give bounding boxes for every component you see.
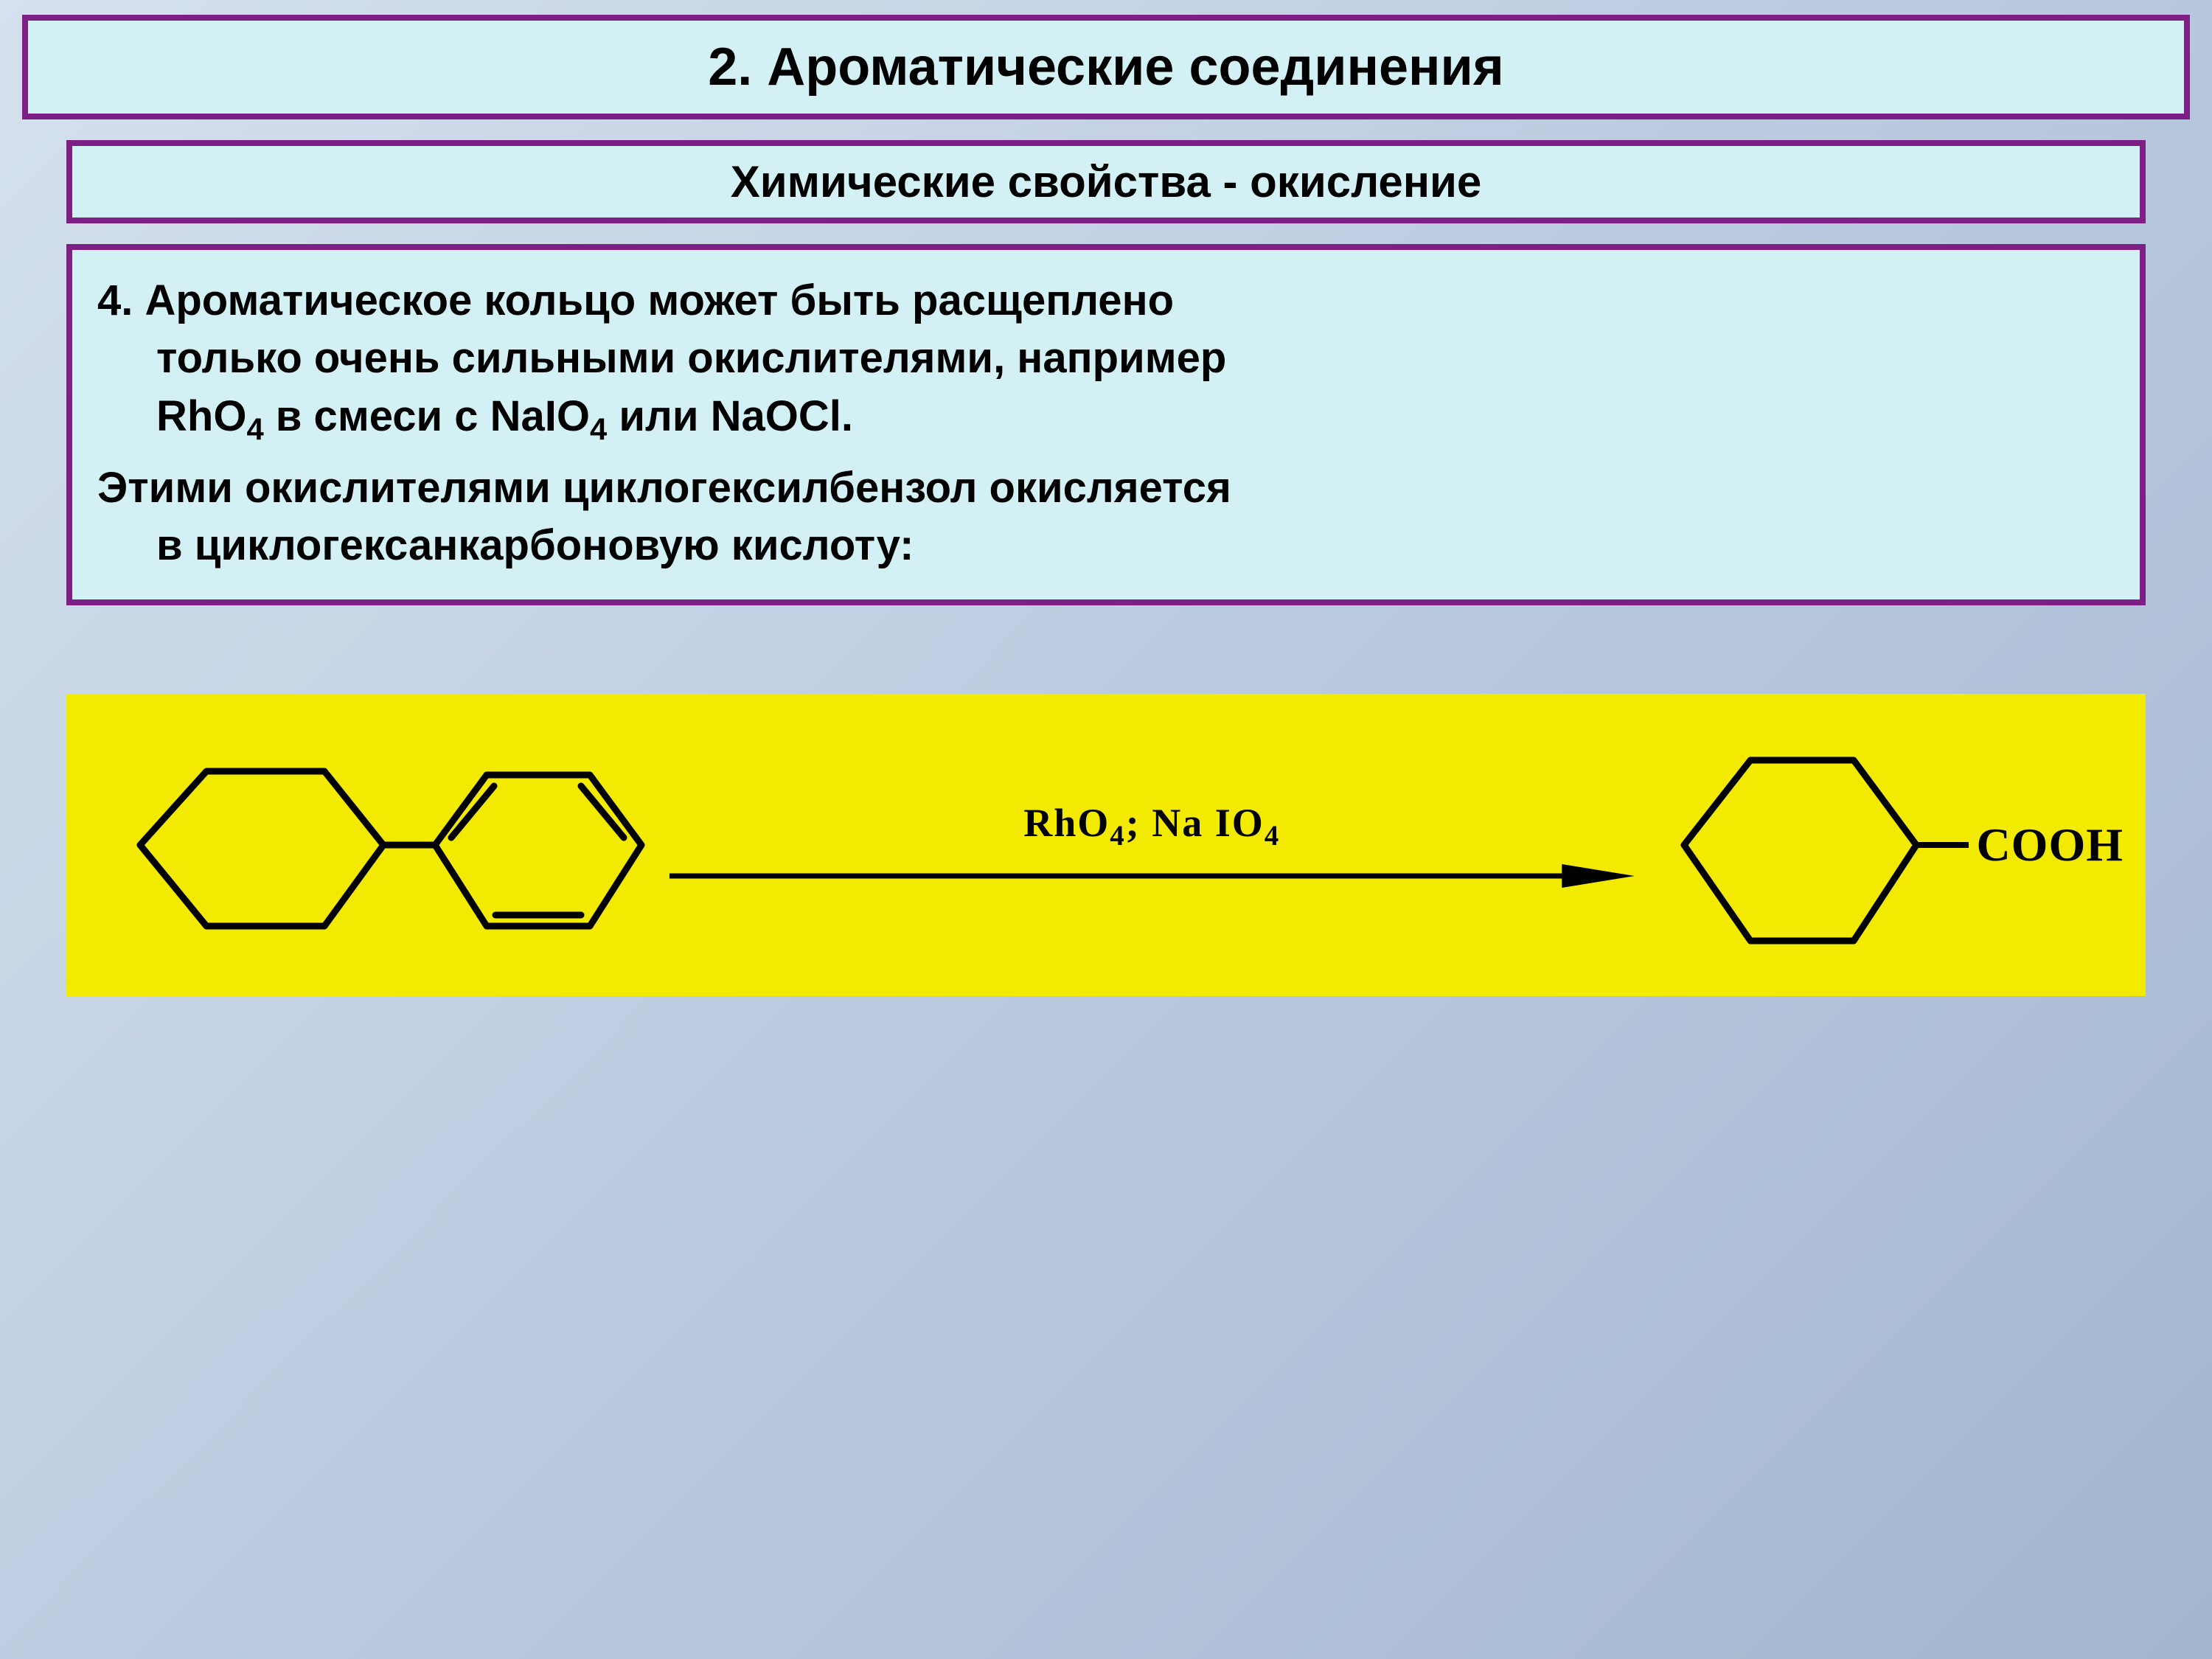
slide-title: 2. Ароматические соединения xyxy=(708,38,1504,97)
product-ring-icon xyxy=(1655,720,1920,970)
reagent-2-sub: 4 xyxy=(1265,820,1280,852)
reagent-1-sub: 4 xyxy=(1110,820,1125,852)
reagent-1: RhO xyxy=(1023,801,1110,845)
body-paragraph-2: Этими окислителями циклогексилбензол оки… xyxy=(97,459,2115,575)
reactant-structure-icon xyxy=(88,712,649,978)
subtitle-panel: Химические свойства - окисление xyxy=(66,140,2146,223)
body-line5: в циклогексанкарбоновую кислоту: xyxy=(97,517,2115,574)
body-line3: RhO4 в смеси с NaIO4 или NaOCl. xyxy=(97,388,2115,451)
formula-naio-sub: 4 xyxy=(590,411,607,446)
body-paragraph-1: 4. Ароматическое кольцо может быть расще… xyxy=(97,272,2115,451)
reaction-arrow-zone: RhO4; Na IO4 xyxy=(649,800,1655,891)
product-bond-icon xyxy=(1917,842,1969,848)
body-line4: Этими окислителями циклогексилбензол оки… xyxy=(97,464,1231,512)
formula-naio: в смеси с NaIO xyxy=(264,392,590,440)
title-panel: 2. Ароматические соединения xyxy=(22,15,2190,119)
reaction-scheme: RhO4; Na IO4 COOH xyxy=(66,694,2146,996)
product-formula: COOH xyxy=(1976,818,2124,872)
slide-subtitle: Химические свойства - окисление xyxy=(731,157,1482,206)
slide: 2. Ароматические соединения Химические с… xyxy=(0,0,2212,1659)
product-structure: COOH xyxy=(1655,720,2124,970)
reagents-label: RhO4; Na IO4 xyxy=(1023,800,1280,852)
reaction-arrow-icon xyxy=(669,861,1634,891)
formula-rho-sub: 4 xyxy=(246,411,263,446)
reagent-sep: ; xyxy=(1126,801,1152,845)
formula-naocl: или NaOCl. xyxy=(607,392,853,440)
formula-rho: RhO xyxy=(156,392,246,440)
body-line2: только очень сильными окислителями, напр… xyxy=(97,330,2115,387)
reagent-2: Na IO xyxy=(1152,801,1265,845)
body-panel: 4. Ароматическое кольцо может быть расще… xyxy=(66,244,2146,605)
body-line1: 4. Ароматическое кольцо может быть расще… xyxy=(97,276,1174,324)
reaction-container: RhO4; Na IO4 COOH xyxy=(66,694,2146,996)
